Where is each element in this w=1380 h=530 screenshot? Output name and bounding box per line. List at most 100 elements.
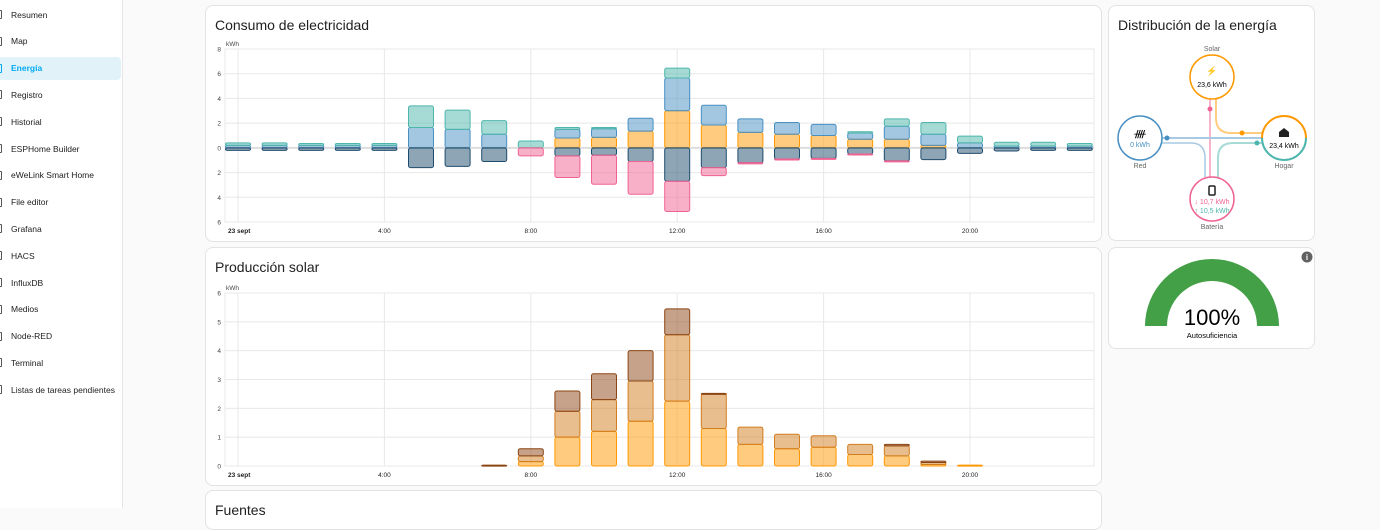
plot-area — [224, 48, 1095, 223]
consumption-chart: 8 6 4 2 0 2 4 6 kWh 23 sept 4:00 8:00 12:00 16:00 20:0… — [217, 41, 1095, 235]
bar-segment — [298, 147, 325, 151]
bar-segment — [334, 147, 361, 151]
bar-segment — [591, 147, 617, 156]
x-tick-label: 16:00 — [815, 228, 832, 235]
sidebar-item-esphome-builder[interactable]: ESPHome Builder — [0, 137, 121, 160]
sidebar-item-registro[interactable]: Registro — [0, 83, 121, 106]
flow-solar-home — [1215, 99, 1262, 134]
sidebar-item-medios[interactable]: Medios — [0, 298, 121, 321]
bar-segment — [993, 147, 1020, 152]
bar-segment — [444, 147, 471, 167]
x-tick-label: 20:00 — [962, 228, 979, 235]
x-tick-label: 4:00 — [378, 472, 391, 479]
y-tick-label: 4 — [217, 348, 221, 355]
svg-text:i: i — [1306, 253, 1308, 262]
bar-segment — [334, 143, 361, 146]
bar-segment — [627, 380, 654, 422]
menu-item-icon — [0, 170, 2, 180]
sidebar-item-influxdb[interactable]: InfluxDB — [0, 271, 121, 294]
grid-node[interactable] — [1117, 115, 1163, 161]
bar-segment — [664, 110, 691, 149]
bar-segment — [408, 126, 434, 149]
bar-segment — [627, 160, 654, 195]
bar-segment — [847, 132, 874, 140]
bar-segment — [554, 390, 581, 412]
info-icon[interactable] — [1301, 251, 1313, 263]
flow-grid-battery — [1162, 142, 1206, 177]
menu-item-icon — [0, 36, 2, 46]
menu-item-icon — [0, 278, 2, 287]
grid-label: Red — [1134, 163, 1147, 170]
sidebar-item-file-editor[interactable]: File editor — [0, 191, 121, 214]
sidebar-item-terminal[interactable]: Terminal — [0, 351, 121, 374]
solar-card: Producción solar 6 5 4 3 2 1 0 kWh 23 sept 4:00 8:… — [205, 247, 1102, 486]
sidebar-item-ewelink-smart-home[interactable]: eWeLink Smart Home — [0, 164, 121, 187]
sidebar-item-label: Listas de tareas pendientes — [11, 384, 115, 395]
sidebar-item-historial[interactable]: Historial — [0, 110, 121, 133]
distribution-title: Distribución de la energía — [1118, 17, 1277, 33]
bar-segment — [591, 128, 617, 138]
bar-segment — [591, 430, 617, 467]
battery-node[interactable] — [1189, 176, 1235, 222]
y-tick-label: 4 — [217, 96, 221, 103]
bar-segment — [261, 147, 288, 151]
bar-segment — [883, 125, 910, 140]
sidebar-item-label: Resumen — [11, 9, 48, 20]
x-tick-label: 16:00 — [815, 472, 832, 479]
home-node-battery-arc[interactable] — [1261, 137, 1307, 161]
bar-segment — [774, 448, 800, 467]
sidebar-item-energ-a[interactable]: Energía — [0, 56, 121, 80]
bar-segment — [847, 443, 874, 455]
menu-item-icon — [0, 117, 2, 127]
x-tick-label: 12:00 — [669, 228, 686, 235]
bar-segment — [883, 455, 910, 467]
sidebar-item-resumen[interactable]: Resumen — [0, 3, 121, 26]
consumption-card: Consumo de electricidad 8 6 4 2 0 2 4 6 kWh 23 se… — [205, 5, 1102, 242]
bar-segment — [261, 142, 288, 146]
bar-segment — [481, 133, 508, 149]
bar-segment — [810, 157, 837, 160]
sidebar-item-label: Terminal — [11, 357, 44, 368]
sidebar-item-hacs[interactable]: HACS — [0, 244, 121, 267]
bar-segment — [957, 135, 983, 144]
bar-segment — [1030, 147, 1057, 151]
bar-segment — [737, 147, 764, 164]
bar-segment — [554, 128, 581, 139]
x-tick-label: 20:00 — [962, 472, 979, 479]
bar-segment — [847, 153, 874, 156]
x-tick-label: 8:00 — [524, 228, 537, 235]
sidebar-item-node-red[interactable]: Node-RED — [0, 325, 121, 348]
bar-segment — [627, 147, 654, 162]
bar-segment — [883, 138, 910, 149]
bar-segment — [883, 160, 910, 163]
y-tick-label: 6 — [217, 71, 221, 78]
bar-segment — [627, 117, 654, 132]
sidebar-item-listas-de-tareas-pendientes[interactable]: Listas de tareas pendientes — [0, 378, 121, 401]
y-tick-label: 0 — [217, 145, 221, 152]
bar-segment — [627, 350, 654, 382]
sidebar-item-label: Medios — [11, 304, 39, 315]
bar-segment — [664, 334, 691, 402]
flow-dot — [1254, 140, 1260, 146]
sidebar-item-label: Historial — [11, 116, 42, 127]
solar-node[interactable] — [1189, 54, 1235, 100]
bar-segment — [883, 147, 910, 162]
bar-segment — [664, 147, 691, 182]
menu-item-icon — [0, 304, 2, 314]
bar-segment — [408, 105, 434, 128]
bar-segment — [847, 147, 874, 155]
home-node-solar-arc — [1261, 115, 1307, 139]
bar-segment — [371, 143, 398, 146]
bar-segment — [517, 461, 544, 467]
bar-segment — [883, 445, 910, 457]
bar-segment — [554, 436, 581, 467]
bar-segment — [810, 446, 837, 467]
sidebar-item-label: File editor — [11, 197, 49, 208]
bar-segment — [700, 147, 727, 169]
sidebar-item-grafana[interactable]: Grafana — [0, 217, 121, 240]
bar-segment — [627, 420, 654, 467]
bar-segment — [993, 141, 1020, 147]
bar-segment — [700, 104, 727, 126]
sidebar-item-map[interactable]: Map — [0, 30, 121, 53]
y-tick-label: 2 — [217, 406, 221, 413]
